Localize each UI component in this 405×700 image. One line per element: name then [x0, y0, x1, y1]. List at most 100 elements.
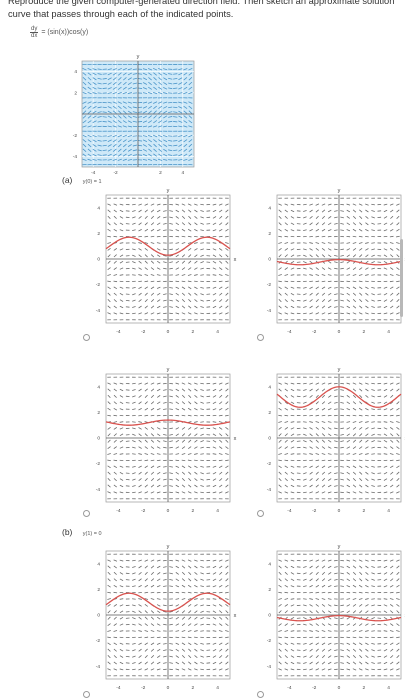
slope-mark	[156, 661, 161, 665]
slope-mark	[365, 591, 369, 594]
slope-mark	[200, 261, 204, 264]
slope-mark	[352, 242, 357, 244]
slope-mark	[358, 414, 363, 417]
slope-mark	[396, 465, 400, 469]
slope-mark	[150, 235, 155, 238]
slope-mark	[212, 478, 217, 481]
slope-mark	[175, 616, 180, 620]
slope-mark	[181, 471, 186, 475]
slope-mark	[371, 566, 375, 568]
slope-mark	[365, 648, 369, 652]
slope-mark	[225, 559, 229, 562]
slope-mark	[200, 203, 204, 206]
slope-mark	[122, 139, 127, 143]
slope-mark	[175, 630, 180, 632]
slope-mark	[178, 115, 183, 119]
slope-mark	[132, 566, 136, 568]
slope-mark	[346, 274, 351, 276]
slope-mark	[158, 68, 163, 71]
radio-option-b2[interactable]	[257, 691, 264, 698]
slope-mark	[371, 642, 375, 645]
slope-mark	[284, 203, 289, 206]
slope-mark	[352, 414, 357, 417]
slope-mark	[218, 459, 223, 462]
slope-mark	[168, 154, 173, 156]
slope-mark	[365, 610, 369, 614]
slope-mark	[303, 248, 307, 251]
y-tick-label: 2	[268, 410, 271, 416]
slope-mark	[144, 414, 149, 417]
y-axis-label: y	[167, 544, 170, 550]
part-b-condition: y(1) = 0	[82, 531, 102, 537]
slope-mark	[352, 446, 357, 449]
slope-mark	[352, 215, 357, 219]
slope-mark	[290, 274, 295, 276]
slope-mark	[225, 661, 229, 665]
radio-option-a3[interactable]	[83, 510, 90, 517]
slope-mark	[117, 158, 122, 161]
slope-mark	[113, 584, 118, 588]
slope-mark	[138, 571, 142, 575]
y-tick-label: -2	[96, 638, 101, 644]
slope-mark	[278, 388, 282, 392]
slope-mark	[290, 248, 295, 251]
slope-mark	[218, 642, 223, 646]
slope-mark	[138, 648, 142, 652]
slope-mark	[102, 140, 107, 142]
slope-mark	[315, 610, 319, 614]
slope-mark	[153, 134, 158, 138]
slope-mark	[327, 216, 332, 219]
slope-mark	[194, 254, 198, 258]
slope-mark	[396, 584, 400, 588]
slope-mark	[142, 101, 148, 104]
x-tick-label: 0	[338, 329, 341, 335]
slope-mark	[390, 388, 394, 392]
slope-mark	[150, 439, 155, 443]
slope-mark	[346, 286, 351, 289]
slope-mark	[188, 215, 192, 219]
slope-mark	[390, 433, 394, 437]
slope-mark	[122, 86, 127, 90]
slope-mark	[315, 478, 319, 482]
slope-mark	[212, 408, 217, 411]
part-a-letter: (a)	[62, 175, 73, 185]
scrollbar-thumb[interactable]	[400, 239, 403, 317]
slope-mark	[194, 491, 198, 494]
slope-mark	[309, 433, 313, 437]
slope-mark	[187, 668, 192, 671]
slope-mark	[92, 77, 97, 81]
slope-mark	[188, 125, 193, 128]
radio-option-a1[interactable]	[83, 334, 90, 341]
slope-mark	[389, 267, 394, 270]
radio-option-b1[interactable]	[83, 691, 90, 698]
radio-option-a4[interactable]	[257, 510, 264, 517]
slope-mark	[156, 630, 161, 632]
slope-mark	[365, 292, 369, 296]
slope-mark	[396, 267, 400, 271]
slope-mark	[107, 299, 111, 303]
radio-option-a2[interactable]	[257, 334, 264, 341]
slope-mark	[359, 565, 363, 569]
slope-mark	[102, 144, 107, 147]
slope-mark	[158, 81, 162, 86]
slope-mark	[340, 466, 344, 468]
x-tick-label: -2	[141, 685, 146, 691]
slope-mark	[153, 143, 157, 148]
slope-mark	[153, 110, 157, 114]
slope-mark	[278, 280, 282, 283]
slope-mark	[200, 222, 204, 225]
slope-mark	[194, 604, 198, 607]
slope-mark	[169, 649, 173, 652]
slope-mark	[371, 559, 375, 562]
slope-mark	[132, 578, 136, 581]
slope-mark	[194, 453, 198, 455]
slope-mark	[138, 286, 142, 289]
slope-mark	[284, 446, 289, 449]
slope-mark	[119, 229, 124, 232]
x-tick-label: 0	[167, 685, 170, 691]
slope-mark	[365, 388, 369, 392]
slope-mark	[173, 82, 178, 85]
slope-mark	[327, 229, 332, 232]
